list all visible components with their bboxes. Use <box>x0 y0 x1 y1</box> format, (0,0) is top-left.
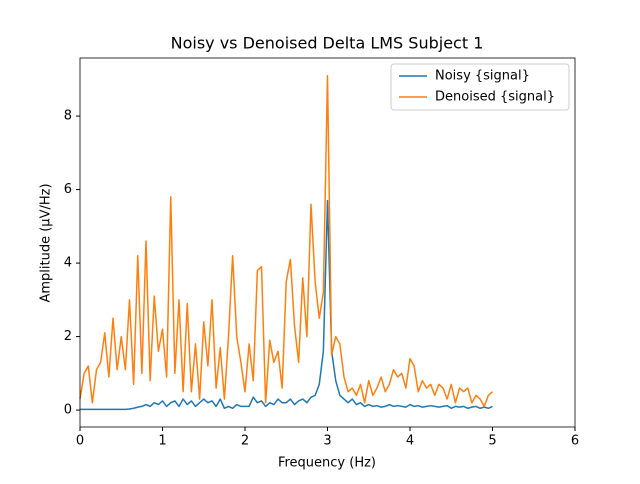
data-line <box>80 199 493 411</box>
x-tick-label: 2 <box>241 434 249 449</box>
legend-box <box>390 63 570 111</box>
x-tick-label: 0 <box>76 434 84 449</box>
x-axis-label: Frequency (Hz) <box>278 456 376 471</box>
x-tick-label: 3 <box>323 434 331 449</box>
data-line <box>79 74 493 408</box>
x-tick-label: 4 <box>406 434 414 449</box>
legend-label: Denoised {signal} <box>435 90 555 105</box>
x-tick-label: 6 <box>571 434 579 449</box>
plot-frame <box>79 57 576 428</box>
y-tick-label: 6 <box>64 182 72 197</box>
y-tick-label: 8 <box>64 109 72 124</box>
legend: Noisy {signal} Denoised {signal} <box>390 63 570 111</box>
y-tick-label: 0 <box>64 403 72 418</box>
y-tick-label: 4 <box>64 256 72 271</box>
x-tick-label: 5 <box>488 434 496 449</box>
x-tick-label: 1 <box>158 434 166 449</box>
y-tick-label: 2 <box>64 329 72 344</box>
y-axis-label: Amplitude (μV/Hz) <box>39 183 54 302</box>
chart-title: Noisy vs Denoised Delta LMS Subject 1 <box>171 34 484 53</box>
legend-label: Noisy {signal} <box>435 69 530 84</box>
